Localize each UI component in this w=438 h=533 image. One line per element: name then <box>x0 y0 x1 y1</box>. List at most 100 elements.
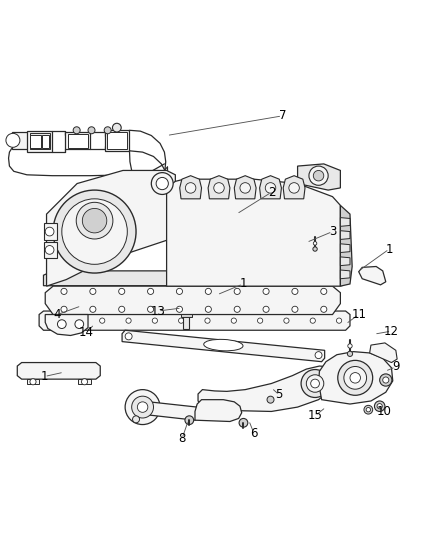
Circle shape <box>374 401 385 411</box>
Circle shape <box>231 318 237 323</box>
Circle shape <box>284 318 289 323</box>
Text: 1: 1 <box>239 278 247 290</box>
Circle shape <box>321 288 327 294</box>
Circle shape <box>377 403 382 409</box>
Circle shape <box>75 320 84 328</box>
Polygon shape <box>340 205 352 286</box>
Circle shape <box>205 306 212 312</box>
Polygon shape <box>340 257 350 265</box>
Text: 11: 11 <box>351 308 366 321</box>
Circle shape <box>344 367 367 389</box>
Polygon shape <box>29 133 49 149</box>
Circle shape <box>185 416 194 425</box>
Circle shape <box>336 318 342 323</box>
Polygon shape <box>370 343 397 362</box>
Circle shape <box>148 288 154 294</box>
Polygon shape <box>234 176 256 199</box>
Circle shape <box>214 183 224 193</box>
Text: 1: 1 <box>41 370 48 383</box>
Circle shape <box>309 166 328 185</box>
Text: 9: 9 <box>392 360 399 374</box>
Circle shape <box>310 318 315 323</box>
Text: 12: 12 <box>384 325 399 337</box>
Circle shape <box>177 288 183 294</box>
Polygon shape <box>68 134 88 148</box>
Ellipse shape <box>204 340 243 351</box>
Polygon shape <box>27 131 52 152</box>
Circle shape <box>185 183 196 193</box>
Circle shape <box>347 351 353 357</box>
Polygon shape <box>166 179 340 286</box>
Text: 1: 1 <box>385 243 393 255</box>
Circle shape <box>321 306 327 312</box>
Circle shape <box>177 306 183 312</box>
Circle shape <box>88 127 95 134</box>
Circle shape <box>366 408 371 412</box>
Polygon shape <box>46 171 175 286</box>
Circle shape <box>57 320 66 328</box>
Circle shape <box>151 173 173 195</box>
Polygon shape <box>359 266 386 285</box>
Circle shape <box>265 183 276 193</box>
Polygon shape <box>183 316 189 329</box>
Text: 8: 8 <box>178 432 186 446</box>
Circle shape <box>292 288 298 294</box>
Circle shape <box>90 288 96 294</box>
Text: 15: 15 <box>307 409 322 422</box>
Circle shape <box>82 208 107 233</box>
Circle shape <box>62 199 127 264</box>
Circle shape <box>61 306 67 312</box>
Circle shape <box>338 360 373 395</box>
Circle shape <box>113 123 121 132</box>
Polygon shape <box>195 400 242 422</box>
Polygon shape <box>42 135 49 148</box>
Circle shape <box>364 405 373 414</box>
Circle shape <box>99 318 105 323</box>
Circle shape <box>45 246 54 254</box>
Text: 6: 6 <box>250 427 258 440</box>
Polygon shape <box>122 330 325 362</box>
Circle shape <box>6 133 20 147</box>
Circle shape <box>313 247 317 251</box>
Circle shape <box>263 288 269 294</box>
Circle shape <box>311 379 319 388</box>
Text: 2: 2 <box>268 186 275 199</box>
Circle shape <box>380 374 392 386</box>
Circle shape <box>90 306 96 312</box>
Polygon shape <box>39 311 350 330</box>
Polygon shape <box>340 270 350 279</box>
Text: 4: 4 <box>54 308 61 321</box>
Circle shape <box>234 288 240 294</box>
Circle shape <box>292 306 298 312</box>
Polygon shape <box>44 243 57 258</box>
Circle shape <box>383 377 389 383</box>
Polygon shape <box>12 132 29 149</box>
Circle shape <box>179 318 184 323</box>
Circle shape <box>350 373 360 383</box>
Text: 3: 3 <box>329 225 336 238</box>
Circle shape <box>126 318 131 323</box>
Polygon shape <box>283 176 305 199</box>
Polygon shape <box>107 132 127 149</box>
Circle shape <box>267 396 274 403</box>
Circle shape <box>239 418 248 427</box>
Circle shape <box>73 318 78 323</box>
Circle shape <box>47 318 52 323</box>
Circle shape <box>76 203 113 239</box>
Circle shape <box>313 171 324 181</box>
Circle shape <box>258 318 263 323</box>
Circle shape <box>313 241 317 245</box>
Circle shape <box>205 318 210 323</box>
Polygon shape <box>45 314 88 335</box>
Text: 7: 7 <box>279 109 286 123</box>
Circle shape <box>132 396 153 418</box>
Polygon shape <box>340 244 350 253</box>
Polygon shape <box>143 402 202 420</box>
Polygon shape <box>105 130 130 151</box>
Text: 14: 14 <box>78 326 93 340</box>
Circle shape <box>81 379 88 385</box>
Polygon shape <box>30 135 41 148</box>
Polygon shape <box>297 164 340 190</box>
Polygon shape <box>340 217 350 227</box>
Circle shape <box>133 416 140 423</box>
